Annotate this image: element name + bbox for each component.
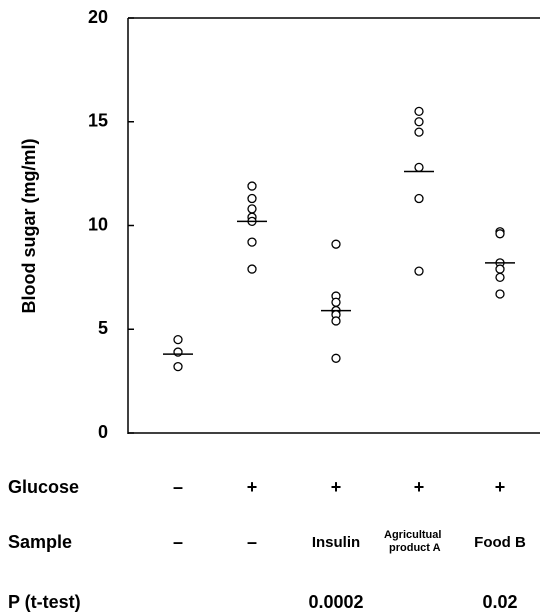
- data-point: [173, 361, 183, 372]
- data-point: [247, 264, 257, 274]
- cell-text: +: [414, 477, 425, 497]
- row-label: Glucose: [8, 477, 79, 497]
- y-tick-label: 10: [88, 214, 108, 234]
- cell-text: +: [247, 477, 258, 497]
- data-point: [414, 117, 424, 127]
- cell-line: product A: [389, 542, 441, 554]
- y-axis-label: Blood sugar (mg/ml): [19, 138, 39, 313]
- y-tick-label: 20: [88, 7, 108, 27]
- data-point: [495, 289, 505, 299]
- data-point: [331, 353, 341, 363]
- cell-text: 0.0002: [308, 592, 363, 612]
- cell-text: 0.02: [482, 592, 517, 612]
- row-label: P (t-test): [8, 592, 81, 612]
- cell-text: +: [331, 477, 342, 497]
- data-point: [414, 193, 424, 204]
- data-point: [247, 237, 257, 247]
- y-tick-label: 5: [98, 318, 108, 338]
- data-point: [495, 264, 505, 274]
- data-point: [495, 229, 505, 239]
- data-point: [331, 239, 341, 249]
- cell-text: Insulin: [312, 534, 360, 551]
- cell-text: Food B: [474, 534, 526, 551]
- cell-line: Agricultual: [384, 529, 441, 541]
- cell-text: –: [247, 532, 257, 552]
- data-point: [331, 297, 341, 307]
- data-point: [414, 162, 424, 173]
- data-point: [414, 127, 424, 137]
- row-label: Sample: [8, 532, 72, 552]
- data-point: [414, 106, 424, 117]
- data-point: [414, 266, 424, 276]
- data-point: [173, 334, 183, 345]
- data-point: [495, 272, 505, 283]
- y-tick-label: 0: [98, 422, 108, 442]
- data-point: [331, 316, 341, 326]
- cell-text: +: [495, 477, 506, 497]
- data-point: [247, 181, 257, 191]
- y-tick-label: 15: [88, 111, 108, 131]
- cell-text: –: [173, 477, 183, 497]
- data-point: [247, 204, 257, 214]
- cell-text: –: [173, 532, 183, 552]
- cell-text: Agricultual product A: [384, 529, 441, 554]
- data-point: [247, 193, 257, 204]
